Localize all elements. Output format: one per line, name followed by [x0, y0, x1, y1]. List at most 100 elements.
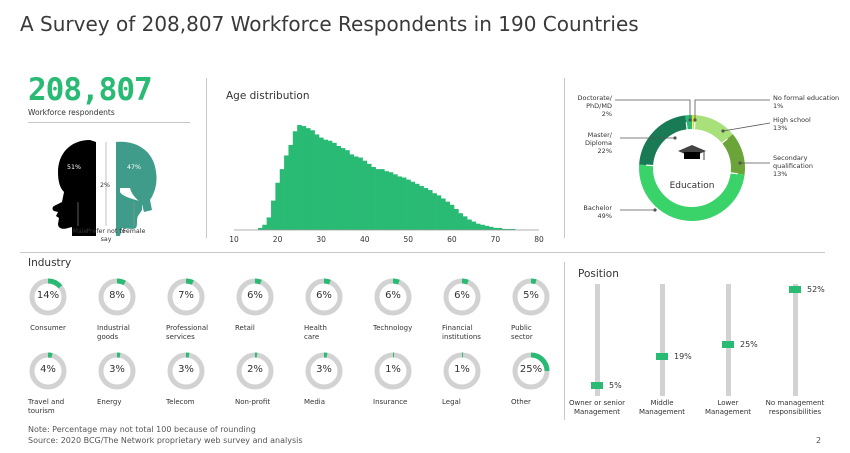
industry-pct: 2% [247, 364, 263, 375]
industry-ring [305, 278, 343, 316]
industry-ring-fill [29, 352, 67, 390]
industry-label: Travel and tourism [28, 398, 88, 416]
position-track [792, 284, 798, 396]
age-bar [262, 224, 267, 230]
industry-ring-fill [29, 278, 67, 316]
industry-ring-fill [167, 352, 205, 390]
industry-ring-fill [512, 278, 550, 316]
industry-label-line: Media [304, 398, 326, 406]
age-bar [284, 155, 289, 230]
respondent-count: 208,807 [28, 72, 153, 108]
position-title: Position [578, 268, 619, 280]
position-label: Lower Management [689, 399, 767, 417]
industry-ring [29, 352, 67, 390]
industry-ring [512, 278, 550, 316]
industry-ring [443, 352, 481, 390]
age-bar [288, 144, 294, 230]
source-note: Source: 2020 BCG/The Network proprietary… [28, 436, 303, 445]
industry-label: Retail [235, 324, 295, 333]
age-bar [506, 228, 511, 230]
male-pct: 51% [67, 164, 81, 171]
industry-label-line: services [166, 333, 195, 341]
position-label-line: Management [573, 408, 621, 416]
industry-label-line: Non-profit [235, 398, 271, 406]
industry-ring [167, 352, 205, 390]
industry-label: Telecom [166, 398, 226, 407]
industry-pct: 5% [523, 290, 539, 301]
industry-label-line: Legal [442, 398, 461, 406]
divider [564, 262, 565, 420]
age-bar [501, 228, 507, 230]
edu-label-line: Secondary [773, 154, 808, 162]
age-bar [362, 160, 368, 230]
education-donut [639, 115, 745, 221]
position-label: Owner or senior Management [558, 399, 636, 417]
industry-ring [374, 278, 412, 316]
footnote: Note: Percentage may not total 100 becau… [28, 425, 256, 434]
position-marker [722, 341, 734, 349]
edu-label-line: 49% [597, 212, 612, 220]
industry-label-line: Industrial [97, 324, 130, 332]
age-bar [379, 169, 385, 230]
edu-label-line: qualification [773, 162, 813, 170]
industry-label-line: Public [511, 324, 532, 332]
age-bar [358, 157, 363, 230]
age-bar [484, 225, 490, 230]
age-bar [475, 223, 481, 230]
divider [20, 252, 825, 253]
position-track [659, 284, 665, 396]
age-bar [366, 163, 372, 230]
age-bar [388, 172, 394, 230]
industry-ring-fill [374, 352, 412, 390]
age-bar [332, 142, 337, 230]
position-track [725, 284, 731, 396]
position-pct: 5% [609, 380, 622, 390]
industry-label-line: Telecom [166, 398, 195, 406]
industry-ring [512, 352, 550, 390]
divider [206, 78, 207, 238]
industry-ring [167, 278, 205, 316]
industry-ring-fill [305, 278, 343, 316]
age-tick-label: 50 [404, 235, 414, 244]
edu-label-bachelor: Bachelor 49% [556, 204, 612, 220]
position-marker [789, 286, 801, 294]
industry-label-line: Financial [442, 324, 473, 332]
industry-ring-fill [98, 278, 136, 316]
industry-title: Industry [28, 257, 72, 269]
industry-pct: 1% [454, 364, 470, 375]
edu-label-master: Master/Diploma 22% [556, 131, 612, 155]
education-slice [639, 115, 688, 166]
age-bar [301, 126, 307, 230]
graduation-cap-icon [678, 145, 706, 160]
position-label-line: Middle [650, 399, 674, 407]
industry-pct: 25% [519, 364, 543, 375]
female-head-icon [116, 141, 157, 236]
position-marker [591, 381, 603, 389]
edu-label-line: Doctorate/ [577, 94, 612, 102]
position-pct: 25% [740, 340, 758, 350]
age-bar [401, 177, 407, 230]
position-label-line: responsibilities [768, 408, 822, 416]
male-label: Male [72, 228, 88, 235]
age-bar [440, 198, 446, 230]
position-label-line: Owner or senior [569, 399, 625, 407]
edu-label-line: Master/ [587, 131, 612, 139]
industry-label-line: Technology [373, 324, 413, 332]
industry-ring-fill [236, 352, 274, 390]
age-bar [454, 209, 459, 230]
age-bar [353, 156, 359, 230]
industry-label-line: Professional [166, 324, 209, 332]
education-leaders [615, 99, 771, 212]
industry-label-line: Retail [235, 324, 255, 332]
position-label: Middle Management [623, 399, 701, 417]
industry-label: Consumer [18, 324, 78, 333]
age-bar [397, 176, 403, 230]
edu-label-line: 13% [773, 124, 788, 132]
age-bar [462, 216, 468, 230]
industry-ring-fill [443, 352, 481, 390]
industry-label: Energy [97, 398, 157, 407]
age-histogram: 10 20 30 40 50 60 70 80 [229, 125, 544, 244]
age-bar [445, 201, 450, 230]
industry-ring [29, 278, 67, 316]
page-number: 2 [816, 436, 822, 445]
